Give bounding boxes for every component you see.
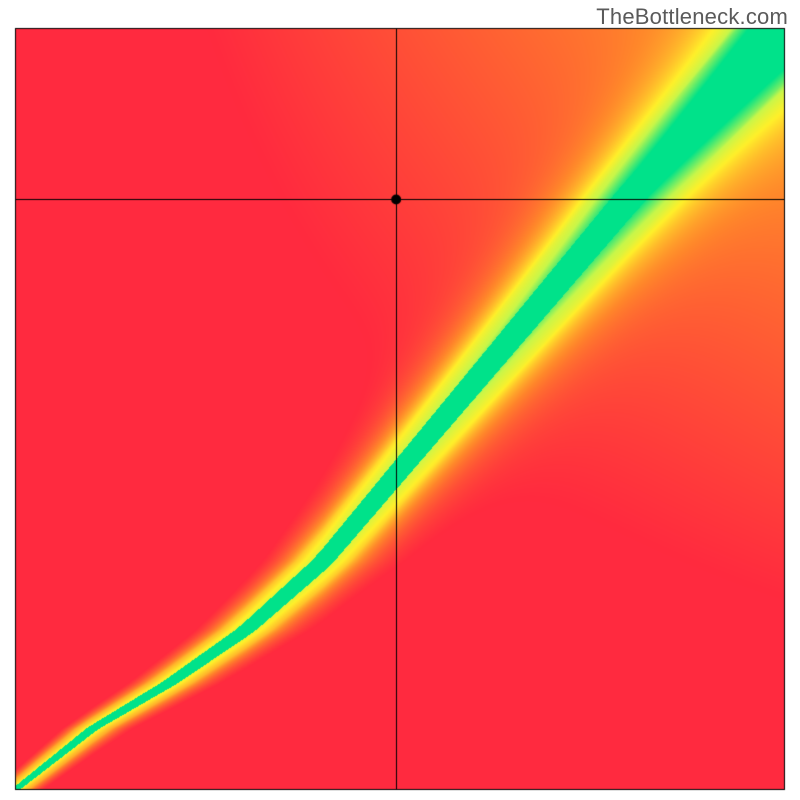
bottleneck-heatmap-canvas [0,0,800,800]
watermark-text: TheBottleneck.com [596,4,788,30]
